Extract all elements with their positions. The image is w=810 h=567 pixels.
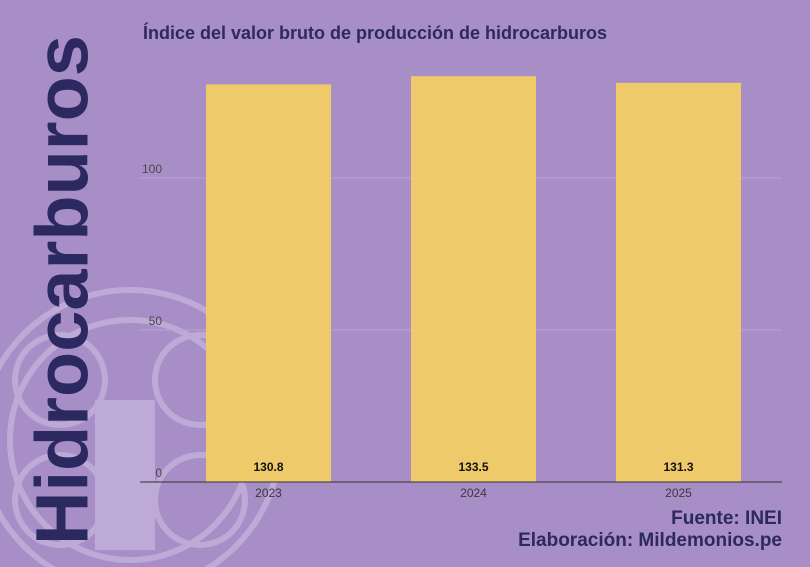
source: Fuente: INEI: [671, 508, 782, 529]
y-tick-label: 50: [149, 314, 163, 328]
bar: [410, 76, 537, 482]
chart-title: Índice del valor bruto de producción de …: [143, 22, 607, 43]
bar: [205, 84, 332, 483]
x-tick-label: 2025: [665, 486, 692, 500]
bar: [615, 82, 742, 483]
credit: Elaboración: Mildemonios.pe: [518, 530, 782, 551]
data-label: 133.5: [458, 460, 488, 474]
data-label: 130.8: [253, 460, 283, 474]
x-tick-label: 2024: [460, 486, 487, 500]
x-tick-label: 2023: [255, 486, 282, 500]
y-tick-label: 100: [142, 162, 162, 176]
y-tick-label: 0: [155, 466, 162, 480]
side-title: Hidrocarburos: [21, 35, 104, 545]
data-label: 131.3: [663, 460, 693, 474]
